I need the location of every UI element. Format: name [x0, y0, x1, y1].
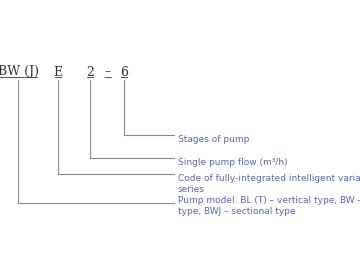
Text: 2: 2	[86, 66, 94, 79]
Text: Single pump flow (m³/h): Single pump flow (m³/h)	[178, 158, 288, 167]
Text: Stages of pump: Stages of pump	[178, 135, 249, 144]
Text: Pump model: BL (T) – vertical type, BW – horizontal
type, BWJ – sectional type: Pump model: BL (T) – vertical type, BW –…	[178, 196, 360, 216]
Text: BW (J): BW (J)	[0, 66, 39, 79]
Text: Code of fully-integrated intelligent variable frequency
series: Code of fully-integrated intelligent var…	[178, 174, 360, 194]
Text: 6: 6	[120, 66, 128, 79]
Text: –: –	[105, 66, 111, 79]
Text: E: E	[53, 66, 63, 79]
